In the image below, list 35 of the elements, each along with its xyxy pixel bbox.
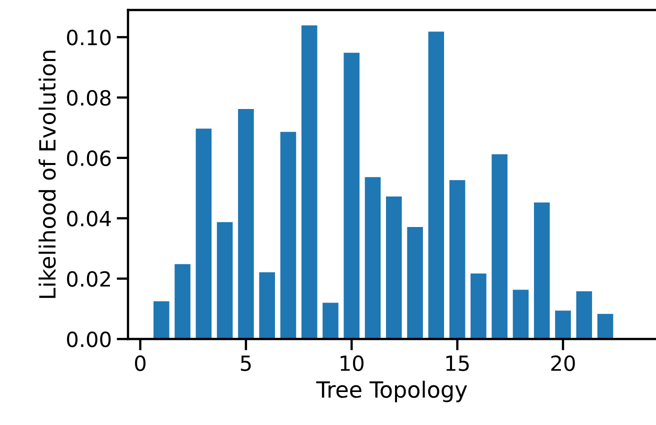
- x-tick-label: 5: [240, 356, 251, 372]
- bar: [321, 302, 340, 339]
- bar: [512, 288, 530, 339]
- bar: [554, 309, 572, 339]
- bar: [152, 300, 170, 339]
- y-tick-label: 0.10: [67, 30, 111, 46]
- y-axis-title: Likelihood of Evolution: [38, 50, 56, 298]
- x-tick-label: 20: [551, 355, 575, 372]
- x-axis-title: Tree Topology: [316, 380, 468, 402]
- bar: [279, 130, 298, 339]
- bar: [216, 221, 234, 339]
- bar: [575, 290, 594, 339]
- bar: [194, 127, 213, 339]
- bar: [448, 179, 466, 339]
- bar: [174, 262, 192, 339]
- x-tick-label: 15: [446, 356, 469, 372]
- bar: [384, 195, 403, 339]
- y-tick-label: 0.06: [67, 150, 111, 166]
- bar: [596, 312, 614, 339]
- bar: [236, 108, 255, 339]
- y-tick-label: 0.00: [67, 331, 111, 348]
- y-tick-label: 0.04: [67, 210, 111, 226]
- bar: [469, 272, 488, 339]
- bar: [427, 30, 446, 339]
- bar: [490, 153, 509, 339]
- bar: [342, 52, 361, 339]
- x-tick-label: 10: [340, 355, 364, 372]
- bar: [532, 201, 551, 339]
- y-tick-label: 0.08: [67, 90, 111, 106]
- bar: [364, 176, 382, 339]
- x-tick-label: 0: [135, 355, 146, 372]
- bar: [300, 24, 318, 339]
- bar: [258, 271, 276, 339]
- bar: [406, 226, 424, 339]
- y-tick-label: 0.02: [67, 271, 110, 287]
